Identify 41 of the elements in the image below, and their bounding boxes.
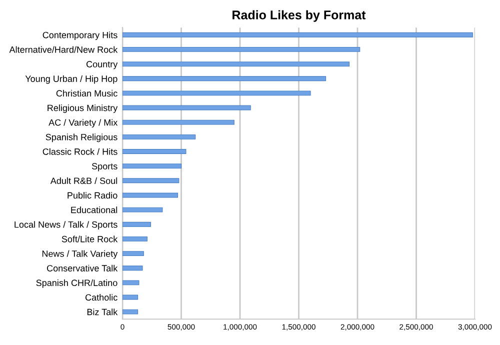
bar [122,76,326,82]
y-tick-label: Sports [92,163,118,172]
y-tick-label: Local News / Talk / Sports [14,221,118,230]
bar [122,236,148,242]
y-tick-label: Young Urban / Hip Hop [25,75,118,84]
bar [122,280,140,286]
bar [122,309,138,314]
bar [122,134,196,140]
chart-title: Radio Likes by Format [232,10,366,22]
bar [122,222,151,227]
y-tick-label: Contemporary Hits [42,32,118,40]
y-tick-label: Christian Music [56,90,118,97]
bar [122,32,473,38]
y-tick-label: Adult R&B / Soul [50,177,118,184]
y-tick-label: Spanish Religious [46,134,118,142]
y-tick-label: Country [86,61,118,70]
y-tick-label: Catholic [85,294,118,301]
y-tick-label: AC / Variety / Mix [48,119,118,128]
bar [122,62,350,67]
bar [122,251,144,256]
bar [122,149,186,154]
bar [122,90,311,96]
y-tick-label: Classic Rock / Hits [42,148,118,155]
y-tick-label: Soft/Lite Rock [62,236,118,242]
bar [122,192,178,198]
y-tick-label: Alternative/Hard/New Rock [9,46,118,53]
bar [122,207,163,212]
bar [122,47,360,52]
bar [122,105,251,110]
bar [122,178,180,184]
y-tick-label: Public Radio [68,192,118,199]
bar [122,164,182,169]
bar [122,120,234,125]
y-tick-label: Biz Talk [87,308,118,316]
y-tick-label: Educational [71,206,118,214]
bar [122,294,138,300]
y-tick-label: Religious Ministry [48,104,118,113]
bar [122,266,143,271]
y-tick-label: News / Talk Variety [42,250,118,259]
y-tick-label: Conservative Talk [47,264,118,272]
y-tick-label: Spanish CHR/Latino [36,279,118,288]
